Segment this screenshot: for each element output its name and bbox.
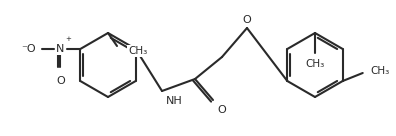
Text: CH₃: CH₃ bbox=[128, 46, 147, 56]
Text: O: O bbox=[217, 105, 226, 115]
Text: CH₃: CH₃ bbox=[305, 59, 325, 69]
Text: N: N bbox=[56, 44, 65, 54]
Text: NH: NH bbox=[166, 96, 183, 106]
Text: O: O bbox=[243, 15, 251, 25]
Text: ⁻O: ⁻O bbox=[22, 44, 36, 54]
Text: +: + bbox=[65, 36, 71, 42]
Text: CH₃: CH₃ bbox=[371, 66, 390, 76]
Text: O: O bbox=[56, 76, 65, 86]
